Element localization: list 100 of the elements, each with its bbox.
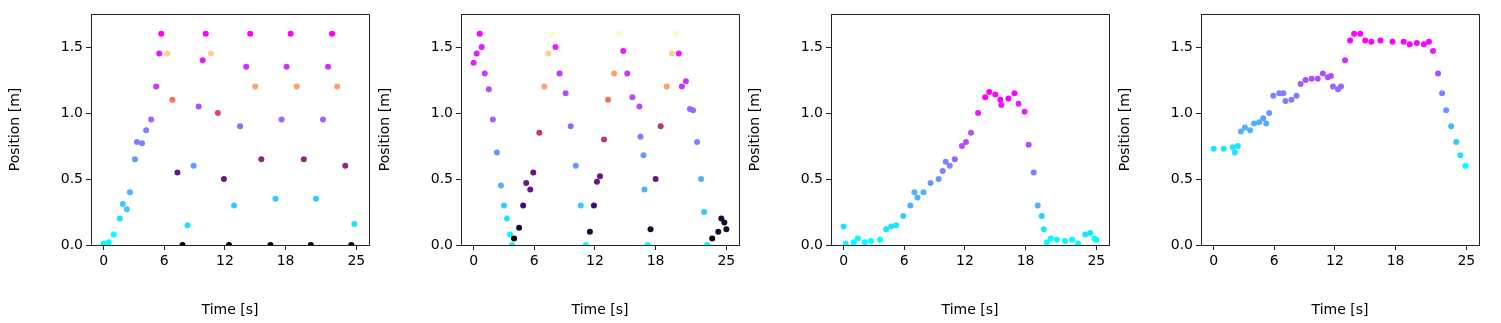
point xyxy=(1220,145,1227,152)
point xyxy=(272,195,279,202)
point xyxy=(1038,212,1045,219)
point xyxy=(840,223,847,230)
point xyxy=(247,30,254,37)
point xyxy=(1430,47,1436,54)
point xyxy=(942,158,949,165)
point xyxy=(1288,96,1295,103)
point xyxy=(1425,38,1432,45)
x-tick-label: 6 xyxy=(529,252,539,269)
point xyxy=(861,239,868,245)
point xyxy=(1266,110,1273,116)
y-tick-label: 1.0 xyxy=(430,103,453,120)
x-tick-label: 18 xyxy=(1016,252,1035,269)
point xyxy=(935,176,942,182)
y-tick-label: 1.0 xyxy=(800,103,823,120)
point xyxy=(153,83,160,90)
point xyxy=(1256,119,1263,126)
point xyxy=(998,102,1005,109)
point xyxy=(1263,120,1270,127)
point xyxy=(214,110,221,116)
point xyxy=(1062,238,1069,245)
point xyxy=(278,116,285,123)
point xyxy=(293,83,300,90)
x-tick-label: 25 xyxy=(1457,252,1476,269)
point xyxy=(1270,92,1277,99)
point xyxy=(958,143,965,149)
point xyxy=(334,83,341,90)
point xyxy=(1462,162,1469,169)
point xyxy=(850,239,857,245)
x-tick-label: 12 xyxy=(586,252,604,269)
point xyxy=(1338,83,1345,90)
point xyxy=(962,139,969,146)
point xyxy=(914,194,921,201)
point xyxy=(911,189,918,196)
point xyxy=(1047,235,1054,242)
point xyxy=(1308,75,1315,82)
point xyxy=(1362,37,1369,44)
point xyxy=(1015,100,1022,107)
point xyxy=(1368,38,1375,45)
point xyxy=(195,103,202,110)
x-tick-label: 18 xyxy=(276,252,295,269)
point xyxy=(951,156,958,163)
point xyxy=(877,236,884,243)
point xyxy=(1043,239,1050,245)
x-axis-title: Time [s] xyxy=(940,301,999,318)
point xyxy=(1087,230,1094,237)
point xyxy=(1314,75,1321,82)
point xyxy=(867,238,874,245)
y-tick-label: 0.0 xyxy=(430,235,453,252)
y-tick-label: 1.5 xyxy=(1170,37,1193,54)
point xyxy=(1448,123,1455,130)
point xyxy=(131,156,138,163)
point xyxy=(854,235,861,242)
point xyxy=(1069,236,1076,243)
x-tick-label: 25 xyxy=(347,252,366,269)
point xyxy=(220,176,227,182)
point xyxy=(927,179,934,186)
y-tick-label: 1.5 xyxy=(800,37,823,54)
point xyxy=(1297,80,1304,87)
point xyxy=(237,123,244,130)
point xyxy=(156,50,163,57)
y-tick-label: 1.5 xyxy=(60,37,83,54)
y-axis-title: Position [m] xyxy=(376,87,393,172)
point xyxy=(252,83,259,90)
point xyxy=(1351,30,1358,37)
point xyxy=(123,206,130,213)
x-axis-title: Time [s] xyxy=(200,301,259,318)
point xyxy=(1280,90,1287,97)
point xyxy=(287,30,294,37)
point xyxy=(920,189,927,196)
point xyxy=(105,239,112,245)
point xyxy=(1234,143,1241,149)
point xyxy=(900,212,907,219)
point xyxy=(1293,92,1300,99)
point xyxy=(1053,236,1060,243)
point xyxy=(992,91,999,98)
point xyxy=(1025,141,1032,148)
point xyxy=(164,50,171,57)
y-axis-title: Position [m] xyxy=(6,87,23,172)
point xyxy=(968,129,975,136)
point xyxy=(1453,139,1460,146)
point xyxy=(320,116,326,123)
point xyxy=(199,57,206,64)
point xyxy=(1030,169,1037,176)
point xyxy=(139,140,146,147)
x-axis-title: Time [s] xyxy=(570,301,629,318)
y-tick-label: 0.5 xyxy=(60,169,83,186)
point xyxy=(207,50,214,57)
point xyxy=(134,139,140,146)
x-tick-label: 6 xyxy=(899,252,909,269)
point xyxy=(312,195,319,202)
y-tick-label: 0.5 xyxy=(430,169,453,186)
x-tick-label: 12 xyxy=(216,252,234,269)
point xyxy=(1231,149,1238,156)
y-tick-label: 0.5 xyxy=(800,169,823,186)
x-tick-label: 0 xyxy=(99,252,109,269)
x-tick-label: 18 xyxy=(646,252,665,269)
y-tick-label: 0.5 xyxy=(1170,169,1193,186)
point xyxy=(325,63,332,70)
